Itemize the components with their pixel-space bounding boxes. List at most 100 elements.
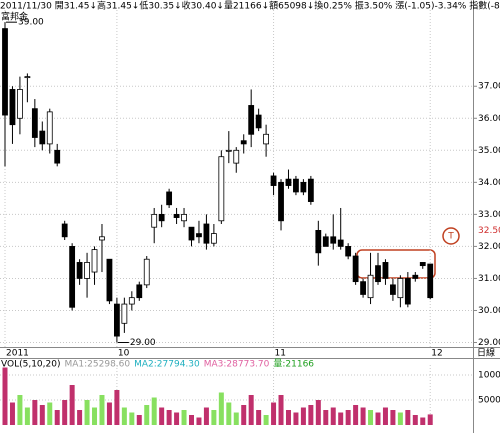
candle-body [84, 262, 90, 279]
candle-body [9, 89, 16, 126]
candle-body [397, 278, 404, 299]
volume-bar [360, 407, 366, 425]
volume-bar [9, 402, 15, 425]
candle-body [24, 76, 31, 79]
x-tick-label: 12 [431, 349, 442, 359]
period-label: 日線 [477, 347, 495, 359]
marker-icon: T [447, 232, 454, 242]
candle-body [270, 175, 277, 186]
volume-bar [129, 412, 135, 425]
volume-bar [256, 410, 262, 425]
volume-bar [69, 385, 75, 425]
candle-body [345, 246, 352, 257]
candle-body [427, 263, 434, 299]
candle-body [188, 226, 195, 241]
volume-bar [211, 410, 217, 425]
y-tick-label: 32.00 [478, 242, 500, 252]
candle-body [61, 223, 68, 238]
x-tick-label: 10 [118, 349, 130, 359]
volume-bar [151, 397, 157, 425]
volume-legend: VOL(5,10,20) [1, 360, 60, 370]
volume-bar [203, 407, 209, 425]
candle-body [17, 89, 23, 119]
volume-bar [293, 412, 299, 425]
volume-bar [278, 395, 284, 425]
y-tick-label: 35.00 [478, 146, 500, 156]
volume-tick-label: 100000 [478, 371, 500, 381]
volume-bar [136, 415, 142, 425]
volume-bar [248, 395, 254, 425]
candle-body [166, 191, 173, 206]
volume-bar [263, 415, 269, 425]
volume-bar [84, 400, 90, 425]
volume-bar [308, 405, 314, 425]
volume-bar [427, 414, 433, 425]
volume-bar [39, 405, 45, 425]
candle-body [173, 213, 180, 218]
volume-bar [338, 412, 344, 425]
candle-body [114, 303, 120, 337]
volume-tick-label: 50000 [478, 396, 500, 406]
candle-body [278, 181, 284, 222]
candle-body [337, 239, 344, 247]
candle-body [352, 255, 359, 283]
candle-body [69, 246, 76, 308]
volume-bar [121, 407, 127, 425]
candle-body [419, 262, 426, 267]
y-tick-label: 31.00 [478, 274, 500, 284]
volume-bar [315, 400, 321, 425]
candle-body [240, 140, 247, 145]
volume-bar [233, 412, 239, 425]
candle-body [203, 223, 210, 244]
candle-body [390, 284, 396, 295]
volume-bar [77, 410, 83, 425]
volume-bar [412, 415, 418, 425]
candle-body [54, 149, 61, 164]
volume-bar [166, 410, 172, 425]
volume-bar [32, 400, 38, 425]
volume-bar [345, 410, 351, 425]
volume-bar [24, 407, 30, 425]
volume-bar [397, 412, 403, 425]
candle-body [121, 303, 128, 324]
candle-body [151, 213, 158, 228]
volume-bar [54, 410, 60, 425]
candle-body [404, 278, 411, 305]
candle-body [263, 133, 270, 145]
candle-body [39, 130, 46, 145]
volume-bar [390, 410, 396, 425]
volume-bar [174, 412, 180, 425]
volume-bar [196, 417, 202, 425]
volume-bar [323, 410, 329, 425]
candle-body [248, 105, 255, 135]
chart-title: 富邦金 [1, 11, 28, 23]
y-tick-label: 30.00 [478, 306, 500, 316]
candle-body [218, 156, 225, 222]
candle-body [181, 213, 187, 222]
volume-bar [285, 410, 291, 425]
volume-bar [368, 410, 374, 425]
volume-legend: MA3:28773.70 [204, 360, 270, 370]
candle-body [233, 149, 240, 164]
volume-bar [2, 367, 8, 425]
candle-body [315, 229, 322, 254]
candle-body [99, 236, 105, 241]
price-label: 32.50 [478, 226, 500, 236]
volume-bar [300, 407, 306, 425]
volume-bar [47, 402, 53, 425]
volume-bar [62, 400, 68, 425]
volume-legend: MA1:25298.60 [64, 360, 130, 370]
volume-bar [218, 392, 224, 425]
candle-body [196, 233, 202, 238]
volume-bar [144, 405, 150, 425]
candle-body [330, 236, 337, 244]
volume-bar [106, 402, 112, 425]
volume-bar [375, 412, 381, 425]
volume-bar [420, 417, 426, 425]
candle-body [106, 258, 113, 302]
high-label: 39.00 [18, 18, 44, 28]
candle-body [255, 114, 262, 129]
volume-bar [159, 407, 165, 425]
